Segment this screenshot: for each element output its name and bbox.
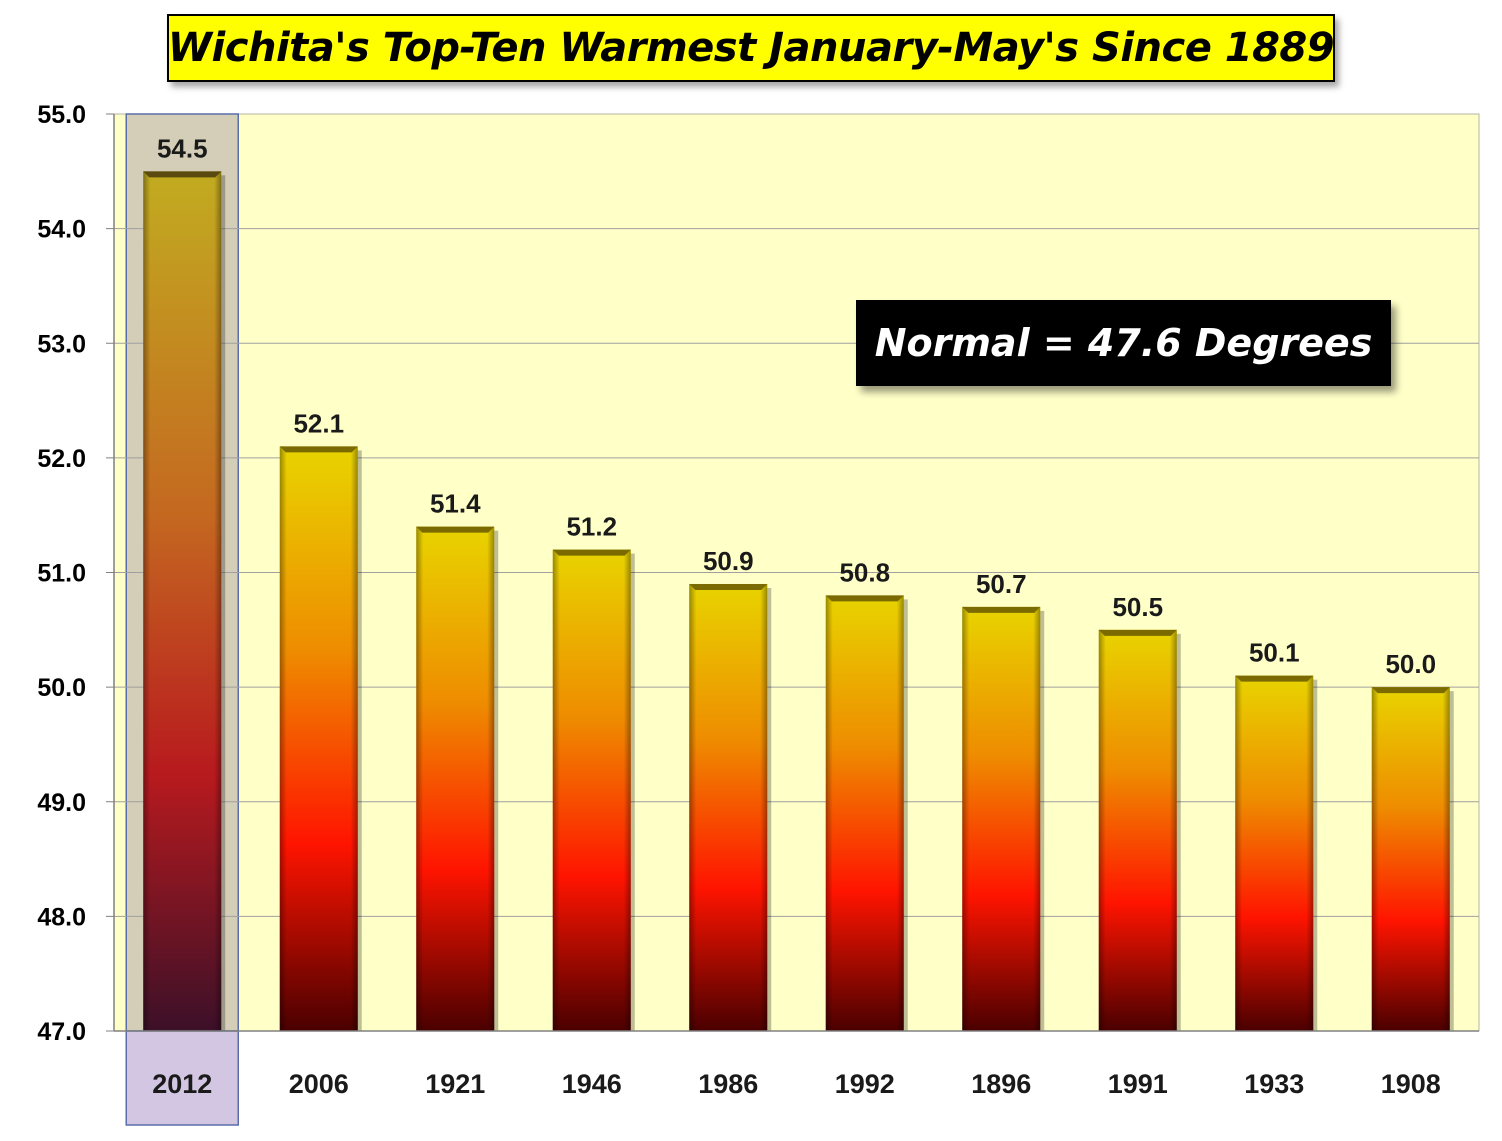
- bar-value-label: 52.1: [293, 408, 344, 438]
- bar: [689, 583, 772, 1031]
- bar-value-label: 51.2: [566, 512, 617, 542]
- bar-body: [143, 171, 222, 1031]
- bar-body: [279, 446, 358, 1032]
- bar-value-label: 50.0: [1385, 649, 1436, 679]
- bar-value-label: 50.8: [839, 557, 890, 587]
- bar-bevel-left: [143, 171, 151, 1031]
- bar-body: [1098, 629, 1177, 1031]
- x-tick-label: 1992: [835, 1069, 895, 1099]
- x-tick-label: 1896: [971, 1069, 1031, 1099]
- bar-value-label: 54.5: [157, 133, 208, 163]
- bar-body: [552, 549, 631, 1031]
- x-tick-label: 1933: [1244, 1069, 1304, 1099]
- x-tick-label: 1991: [1108, 1069, 1168, 1099]
- bar-bevel-right: [623, 549, 631, 1031]
- bar: [1235, 675, 1318, 1031]
- bar: [279, 446, 362, 1032]
- bar-body: [416, 526, 495, 1031]
- y-tick-label: 54.0: [37, 216, 86, 244]
- bar-top-bevel: [279, 446, 358, 453]
- bar-top-bevel: [962, 606, 1041, 613]
- y-tick-label: 49.0: [37, 789, 86, 817]
- y-tick-label: 51.0: [37, 560, 86, 588]
- bar-value-label: 50.9: [703, 546, 754, 576]
- bar-bevel-left: [689, 583, 697, 1031]
- bar-top-bevel: [689, 583, 768, 590]
- bar-bevel-right: [896, 595, 904, 1031]
- bar-top-bevel: [552, 549, 631, 556]
- bar-bevel-left: [552, 549, 560, 1031]
- bar-value-label: 50.5: [1112, 592, 1163, 622]
- chart-title-box: Wichita's Top-Ten Warmest January-May's …: [167, 14, 1335, 82]
- normal-annotation-box: Normal = 47.6 Degrees: [856, 300, 1391, 386]
- bar: [552, 549, 635, 1031]
- bar-bevel-left: [962, 606, 970, 1031]
- bar-bevel-left: [416, 526, 424, 1031]
- bar: [962, 606, 1045, 1031]
- bar-bevel-right: [487, 526, 495, 1031]
- normal-annotation: Normal = 47.6 Degrees: [874, 321, 1373, 365]
- bar-bevel-right: [1033, 606, 1041, 1031]
- bar: [1371, 687, 1454, 1031]
- bar-body: [962, 606, 1041, 1031]
- bar-bevel-left: [1371, 687, 1379, 1031]
- bar-value-label: 50.7: [976, 569, 1027, 599]
- x-tick-label: 2006: [289, 1069, 349, 1099]
- bar-bevel-right: [760, 583, 768, 1031]
- bar-value-label: 50.1: [1249, 638, 1300, 668]
- bar-bevel-right: [350, 446, 358, 1032]
- bar-body: [825, 595, 904, 1031]
- x-tick-label: 1921: [425, 1069, 485, 1099]
- y-tick-label: 48.0: [37, 903, 86, 931]
- bar-body: [1371, 687, 1450, 1031]
- y-tick-label: 53.0: [37, 330, 86, 358]
- y-tick-label: 52.0: [37, 445, 86, 473]
- bar-bevel-left: [279, 446, 287, 1032]
- bar-top-bevel: [1098, 629, 1177, 636]
- bar: [416, 526, 499, 1031]
- bar: [1098, 629, 1181, 1031]
- bar-bevel-right: [1442, 687, 1450, 1031]
- y-tick-label: 47.0: [37, 1018, 86, 1046]
- bar-bevel-right: [1169, 629, 1177, 1031]
- x-tick-label: 1908: [1381, 1069, 1441, 1099]
- bar-body: [689, 583, 768, 1031]
- bar-value-label: 51.4: [430, 489, 481, 519]
- x-tick-label: 1986: [698, 1069, 758, 1099]
- bar-top-bevel: [1371, 687, 1450, 694]
- chart-title: Wichita's Top-Ten Warmest January-May's …: [167, 25, 1335, 71]
- bar-bevel-left: [825, 595, 833, 1031]
- x-tick-label: 1946: [562, 1069, 622, 1099]
- bar-body: [1235, 675, 1314, 1031]
- bar: [143, 171, 226, 1031]
- bar-top-bevel: [1235, 675, 1314, 682]
- bar-bevel-right: [214, 171, 222, 1031]
- bar: [825, 595, 908, 1031]
- bar-top-bevel: [416, 526, 495, 533]
- y-tick-label: 50.0: [37, 674, 86, 702]
- bar-bevel-right: [1306, 675, 1314, 1031]
- x-tick-label: 2012: [152, 1069, 212, 1099]
- bar-top-bevel: [143, 171, 222, 178]
- bar-top-bevel: [825, 595, 904, 602]
- bar-bevel-left: [1235, 675, 1243, 1031]
- y-tick-label: 55.0: [37, 101, 86, 129]
- bar-bevel-left: [1098, 629, 1106, 1031]
